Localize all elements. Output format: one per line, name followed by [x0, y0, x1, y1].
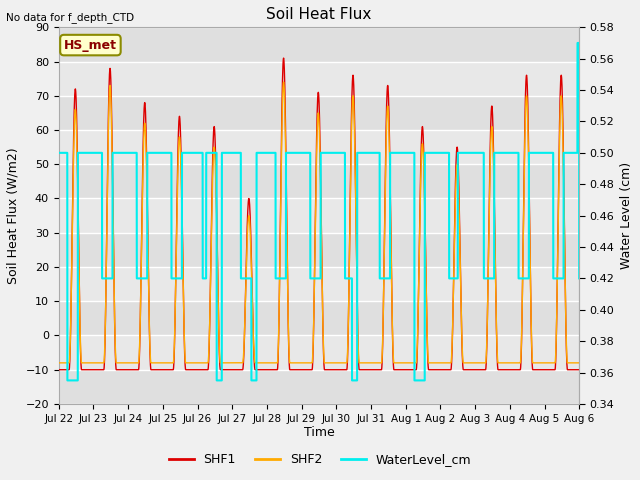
Bar	[59, 233, 579, 267]
Bar	[59, 164, 579, 199]
Bar	[59, 27, 579, 61]
Bar	[59, 96, 579, 130]
Y-axis label: Soil Heat Flux (W/m2): Soil Heat Flux (W/m2)	[7, 147, 20, 284]
X-axis label: Time: Time	[303, 426, 334, 440]
Bar	[59, 370, 579, 404]
Legend: SHF1, SHF2, WaterLevel_cm: SHF1, SHF2, WaterLevel_cm	[164, 448, 476, 471]
Y-axis label: Water Level (cm): Water Level (cm)	[620, 162, 633, 269]
Text: No data for f_depth_CTD: No data for f_depth_CTD	[6, 12, 134, 23]
Bar	[59, 301, 579, 336]
Text: HS_met: HS_met	[64, 38, 117, 51]
Title: Soil Heat Flux: Soil Heat Flux	[266, 7, 372, 22]
